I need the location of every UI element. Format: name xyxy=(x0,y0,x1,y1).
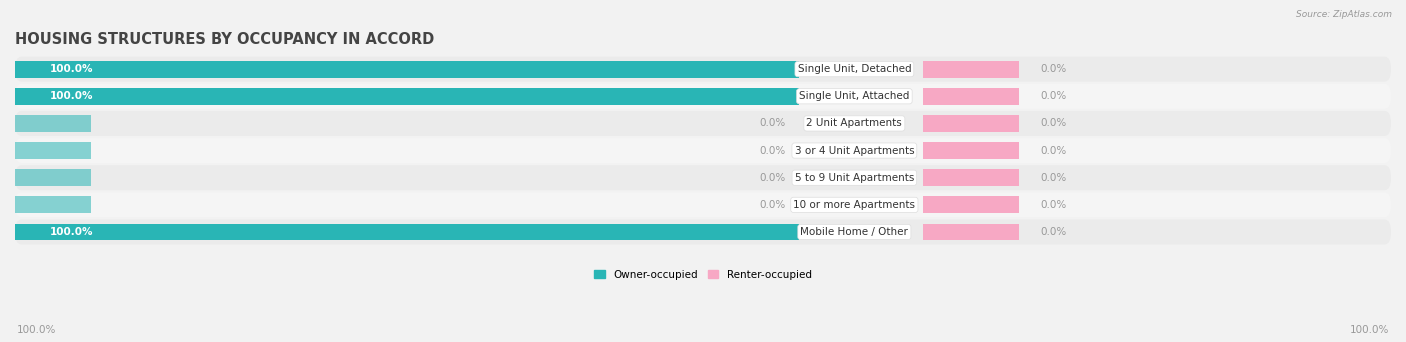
Text: 0.0%: 0.0% xyxy=(759,146,786,156)
Text: 0.0%: 0.0% xyxy=(1040,91,1066,101)
Bar xyxy=(924,61,1019,78)
Text: Single Unit, Attached: Single Unit, Attached xyxy=(799,91,910,101)
Text: 100.0%: 100.0% xyxy=(49,64,93,74)
Text: 0.0%: 0.0% xyxy=(1040,200,1066,210)
FancyBboxPatch shape xyxy=(15,57,1391,82)
FancyBboxPatch shape xyxy=(15,111,1391,136)
Text: 0.0%: 0.0% xyxy=(759,173,786,183)
FancyBboxPatch shape xyxy=(15,84,1391,109)
Bar xyxy=(15,88,800,105)
Text: 100.0%: 100.0% xyxy=(1350,325,1389,335)
Bar xyxy=(15,115,90,132)
Text: 0.0%: 0.0% xyxy=(1040,118,1066,129)
Text: 0.0%: 0.0% xyxy=(1040,146,1066,156)
FancyBboxPatch shape xyxy=(15,220,1391,245)
Text: 0.0%: 0.0% xyxy=(1040,173,1066,183)
FancyBboxPatch shape xyxy=(15,165,1391,190)
Text: HOUSING STRUCTURES BY OCCUPANCY IN ACCORD: HOUSING STRUCTURES BY OCCUPANCY IN ACCOR… xyxy=(15,31,434,47)
Text: 2 Unit Apartments: 2 Unit Apartments xyxy=(807,118,903,129)
Text: 100.0%: 100.0% xyxy=(49,91,93,101)
Text: 10 or more Apartments: 10 or more Apartments xyxy=(793,200,915,210)
Text: 3 or 4 Unit Apartments: 3 or 4 Unit Apartments xyxy=(794,146,914,156)
Bar xyxy=(15,142,90,159)
Text: 0.0%: 0.0% xyxy=(759,200,786,210)
Text: Single Unit, Detached: Single Unit, Detached xyxy=(797,64,911,74)
Bar xyxy=(15,61,800,78)
Text: 0.0%: 0.0% xyxy=(759,118,786,129)
Text: 0.0%: 0.0% xyxy=(1040,227,1066,237)
Text: Mobile Home / Other: Mobile Home / Other xyxy=(800,227,908,237)
FancyBboxPatch shape xyxy=(15,138,1391,163)
Text: 5 to 9 Unit Apartments: 5 to 9 Unit Apartments xyxy=(794,173,914,183)
Text: 100.0%: 100.0% xyxy=(17,325,56,335)
Bar xyxy=(924,115,1019,132)
Legend: Owner-occupied, Renter-occupied: Owner-occupied, Renter-occupied xyxy=(591,266,815,284)
Bar xyxy=(924,88,1019,105)
Bar xyxy=(924,142,1019,159)
Text: 100.0%: 100.0% xyxy=(49,227,93,237)
Text: Source: ZipAtlas.com: Source: ZipAtlas.com xyxy=(1296,10,1392,19)
Bar xyxy=(924,196,1019,213)
Bar xyxy=(924,224,1019,240)
Bar xyxy=(15,169,90,186)
Text: 0.0%: 0.0% xyxy=(1040,64,1066,74)
FancyBboxPatch shape xyxy=(15,192,1391,217)
Bar xyxy=(15,196,90,213)
Bar xyxy=(15,224,800,240)
Bar xyxy=(924,169,1019,186)
